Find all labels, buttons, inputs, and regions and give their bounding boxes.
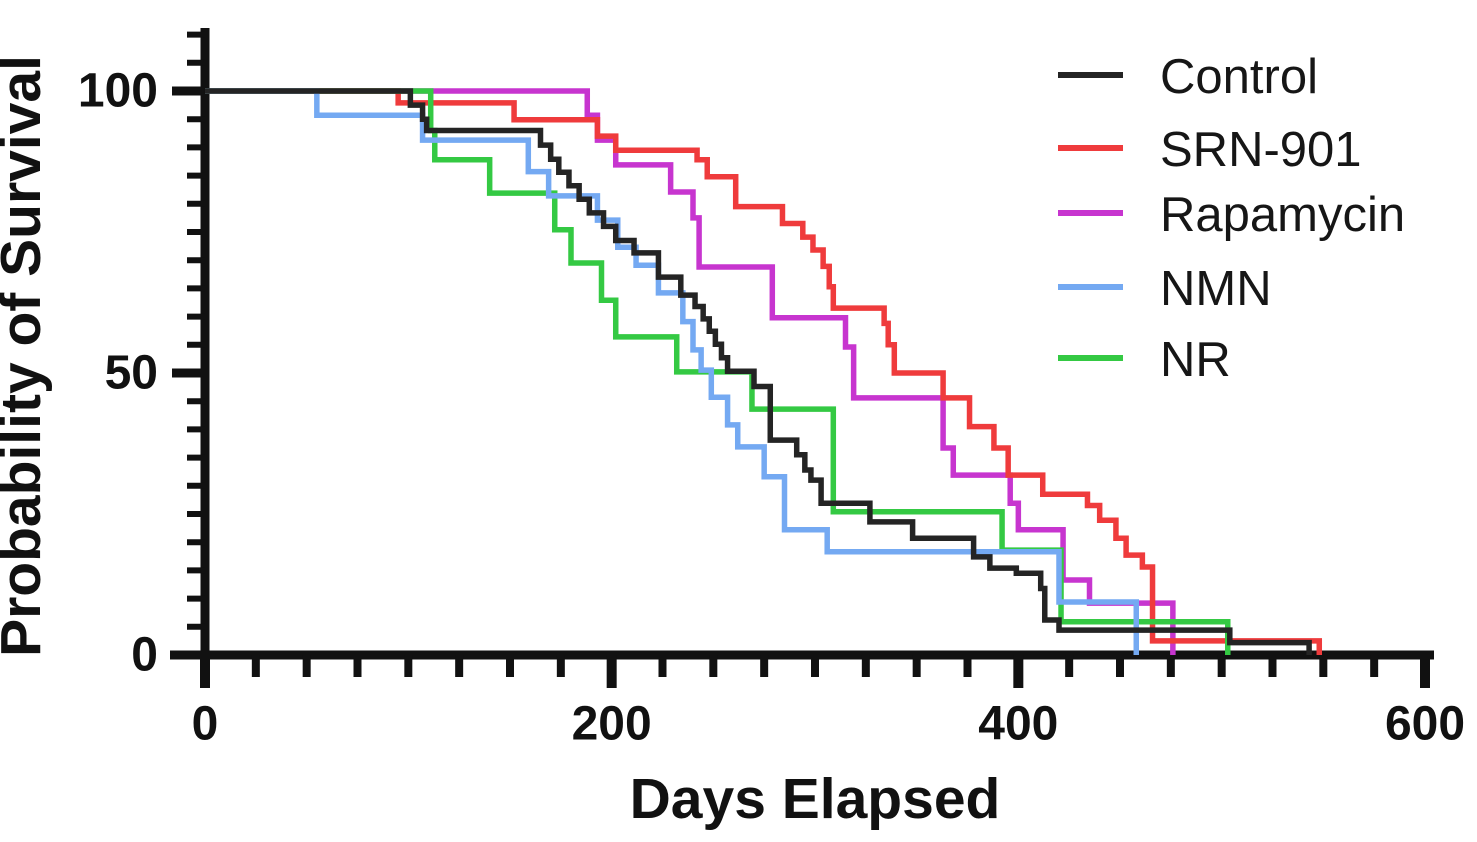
- curve-nr: [205, 88, 1231, 655]
- y-tick-label-50: 50: [105, 347, 158, 400]
- legend-label-nmn: NMN: [1160, 262, 1272, 316]
- survival-curves: [205, 88, 1323, 655]
- x-tick-label-200: 200: [572, 698, 652, 751]
- y-axis-title: Probability of Survival: [0, 55, 53, 657]
- legend: Control SRN-901 Rapamycin NMN NR: [1058, 50, 1405, 387]
- x-tick-label-600: 600: [1385, 698, 1465, 751]
- y-tick-label-100: 100: [78, 65, 158, 118]
- x-axis-title: Days Elapsed: [630, 767, 1001, 831]
- curve-control: [205, 88, 1312, 655]
- curve-srn-901: [205, 88, 1323, 655]
- curve-nmn: [205, 88, 1140, 655]
- legend-label-rapamycin: Rapamycin: [1160, 188, 1405, 242]
- legend-label-nr: NR: [1160, 333, 1231, 387]
- x-tick-label-0: 0: [192, 698, 219, 751]
- y-tick-label-0: 0: [131, 629, 158, 682]
- legend-label-control: Control: [1160, 50, 1318, 104]
- axes: 0 50 100 0 200 400 600: [78, 28, 1465, 751]
- legend-label-srn-901: SRN-901: [1160, 123, 1362, 177]
- x-tick-label-400: 400: [978, 698, 1058, 751]
